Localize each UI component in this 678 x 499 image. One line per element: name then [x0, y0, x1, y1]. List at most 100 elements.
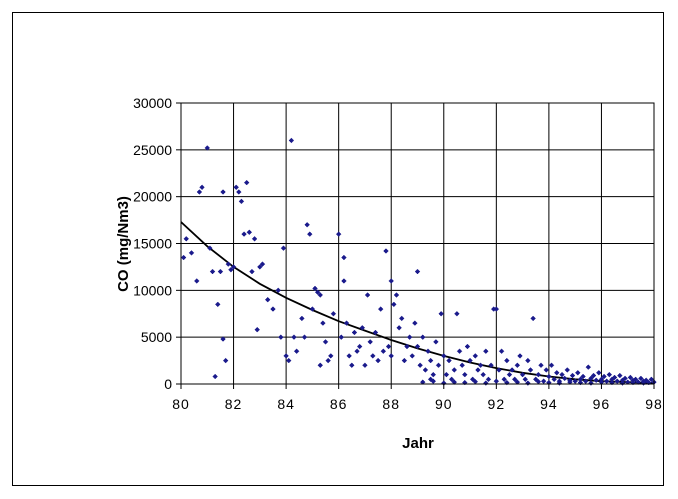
data-point-10 [215, 301, 221, 308]
data-point-105 [462, 371, 468, 378]
y-tick-label-15000: 15000 [133, 236, 172, 252]
data-point-152 [585, 364, 592, 370]
data-point-160 [606, 371, 613, 378]
data-point-114 [485, 376, 492, 383]
data-point-121 [504, 357, 510, 364]
data-point-126 [517, 353, 523, 359]
data-point-47 [317, 362, 324, 369]
x-tick-label-88: 88 [382, 396, 400, 412]
data-point-75 [388, 353, 394, 359]
data-point-40 [301, 334, 308, 340]
data-point-146 [569, 372, 576, 379]
x-tick-label-80: 80 [172, 396, 190, 412]
data-point-23 [246, 229, 253, 236]
data-point-58 [346, 353, 352, 359]
data-point-63 [359, 325, 366, 331]
data-point-80 [401, 357, 408, 364]
x-tick-label-86: 86 [330, 396, 348, 412]
data-point-59 [349, 362, 355, 369]
data-point-178 [420, 379, 426, 385]
data-point-120 [501, 376, 507, 383]
data-point-3 [194, 278, 200, 284]
data-point-34 [283, 353, 289, 359]
data-point-5 [199, 184, 205, 191]
data-point-55 [341, 254, 347, 261]
y-tick-label-10000: 10000 [133, 282, 172, 298]
data-point-92 [427, 357, 434, 364]
data-point-7 [207, 245, 213, 251]
data-point-115 [488, 362, 494, 369]
y-tick-label-20000: 20000 [133, 189, 172, 205]
data-point-159 [603, 378, 610, 384]
data-point-46 [317, 292, 324, 298]
data-point-102 [454, 310, 460, 317]
data-point-111 [477, 362, 484, 369]
data-point-79 [398, 315, 405, 322]
data-point-50 [325, 357, 331, 364]
data-point-13 [220, 336, 226, 342]
data-point-168 [627, 374, 634, 381]
data-point-124 [511, 376, 518, 383]
data-point-24 [249, 268, 255, 275]
data-point-85 [414, 268, 421, 275]
y-tick-label-5000: 5000 [141, 329, 172, 345]
data-point-35 [285, 357, 292, 364]
data-point-31 [275, 287, 281, 294]
data-point-156 [596, 370, 602, 376]
data-point-25 [251, 236, 258, 242]
data-point-185 [493, 378, 500, 384]
data-point-140 [554, 370, 560, 376]
data-point-95 [435, 362, 442, 369]
data-point-89 [422, 367, 429, 373]
data-point-104 [459, 362, 465, 369]
data-point-1 [183, 236, 190, 242]
data-point-73 [385, 343, 392, 350]
data-point-107 [467, 357, 473, 364]
data-point-83 [409, 353, 415, 359]
data-point-143 [561, 375, 568, 382]
data-point-122 [506, 371, 513, 378]
data-point-15 [225, 261, 232, 267]
data-point-123 [509, 367, 515, 373]
data-point-139 [551, 376, 557, 383]
data-point-119 [498, 348, 505, 354]
data-point-8 [209, 268, 216, 275]
data-point-62 [356, 343, 363, 350]
y-tick-label-30000: 30000 [133, 95, 172, 111]
data-point-86 [414, 343, 421, 350]
data-point-106 [464, 343, 471, 350]
data-point-33 [280, 245, 287, 251]
data-point-101 [451, 367, 458, 373]
data-point-87 [417, 362, 423, 369]
grid-lines [181, 103, 654, 384]
data-point-137 [546, 373, 552, 380]
data-point-28 [259, 261, 266, 267]
data-point-6 [204, 145, 211, 151]
data-point-64 [362, 362, 368, 369]
data-point-71 [380, 348, 387, 354]
data-point-113 [483, 348, 489, 354]
data-point-150 [580, 373, 586, 380]
data-point-22 [243, 179, 250, 186]
data-point-56 [341, 278, 347, 284]
data-point-118 [496, 367, 502, 373]
data-point-65 [364, 292, 371, 298]
data-point-128 [522, 376, 528, 383]
data-point-96 [438, 310, 444, 317]
data-point-76 [391, 301, 397, 308]
data-point-144 [564, 367, 571, 373]
data-point-172 [638, 375, 644, 382]
data-point-170 [632, 376, 639, 383]
data-point-54 [338, 334, 345, 340]
data-point-43 [309, 306, 316, 312]
data-point-81 [404, 343, 410, 350]
data-point-14 [222, 357, 229, 364]
data-point-18 [233, 184, 239, 191]
data-point-9 [212, 373, 218, 380]
data-point-97 [441, 353, 447, 359]
data-point-66 [367, 339, 373, 345]
data-point-167 [624, 379, 631, 385]
data-point-90 [425, 348, 431, 354]
data-point-117 [493, 306, 500, 312]
